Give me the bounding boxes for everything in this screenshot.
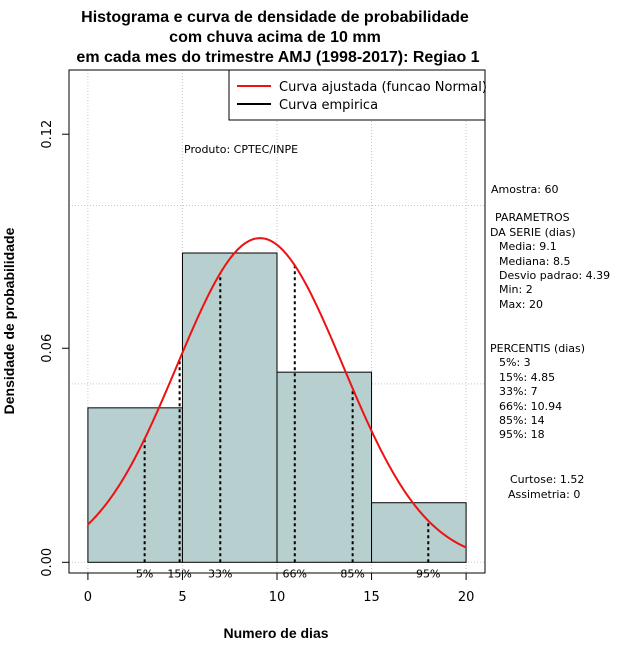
x-tick-label: 5 (178, 590, 186, 605)
legend-label-normal: Curva ajustada (funcao Normal) (279, 80, 487, 95)
y-tick-label: 0.12 (40, 120, 55, 149)
histogram-bar (87, 407, 183, 563)
percentile-label: 66% (283, 567, 307, 580)
chart-title-line-2: com chuva acima de 10 mm (169, 29, 381, 46)
percentile-label: 5% (136, 567, 153, 580)
x-tick-label: 0 (84, 590, 92, 605)
param-max: Max: 20 (499, 298, 543, 311)
chart-title-line-3: em cada mes do trimestre AMJ (1998-2017)… (76, 49, 479, 66)
histogram-bars (87, 252, 467, 563)
chart-title-line-1: Histograma e curva de densidade de proba… (81, 9, 469, 26)
product-annotation: Produto: CPTEC/INPE (184, 143, 298, 156)
percentile-5: 5%: 3 (499, 356, 531, 369)
legend-label-empirical: Curva empirica (279, 98, 378, 113)
normal-curve (87, 237, 467, 549)
param-min: Min: 2 (499, 283, 533, 296)
param-mediana: Mediana: 8.5 (499, 255, 570, 268)
param-media: Media: 9.1 (499, 240, 557, 253)
parameters-title-line-2: DA SERIE (dias) (490, 226, 576, 239)
percentile-15: 15%: 4.85 (499, 371, 555, 384)
percentile-33: 33%: 7 (499, 385, 538, 398)
kurtosis: Curtose: 1.52 (510, 473, 584, 486)
skewness: Assimetria: 0 (508, 488, 580, 501)
percentile-label: 95% (416, 567, 440, 580)
legend: Curva ajustada (funcao Normal) Curva emp… (228, 69, 487, 121)
percentile-66: 66%: 10.94 (499, 400, 562, 413)
y-axis-label: Densidade de probabilidade (1, 227, 17, 414)
x-tick-label: 20 (458, 590, 475, 605)
normal-curve-layer (87, 237, 467, 549)
histogram-bar (371, 502, 467, 563)
percentile-label: 33% (208, 567, 232, 580)
sample-size: Amostra: 60 (491, 183, 558, 196)
axis-ticks: 0 5 10 15 20 0.00 0.06 0.12 (40, 120, 474, 605)
x-tick-label: 10 (269, 590, 286, 605)
histogram-bar (181, 252, 278, 563)
legend-box (228, 69, 486, 121)
y-tick-label: 0.00 (40, 548, 55, 577)
histogram-bar (276, 371, 373, 563)
x-axis-label: Numero de dias (223, 625, 328, 641)
param-desvio: Desvio padrao: 4.39 (499, 269, 610, 282)
percentile-label: 15% (167, 567, 191, 580)
percentile-85: 85%: 14 (499, 414, 545, 427)
parameters-title-line-1: PARAMETROS (495, 211, 570, 224)
stats-panel: Amostra: 60 PARAMETROS DA SERIE (dias) M… (490, 183, 610, 501)
percentile-label: 85% (340, 567, 364, 580)
y-tick-label: 0.06 (40, 334, 55, 363)
x-tick-label: 15 (363, 590, 380, 605)
percentile-95: 95%: 18 (499, 428, 545, 441)
percentiles-title: PERCENTIS (dias) (490, 342, 585, 355)
percentile-lines: 5% 15% 33% 66% 85% 95% (136, 265, 440, 580)
